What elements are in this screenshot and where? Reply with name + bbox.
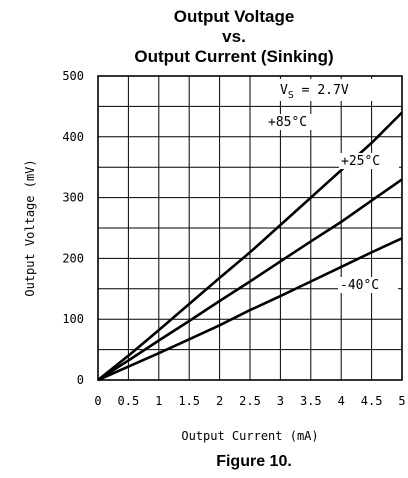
- series-label-0: +85°C: [268, 115, 307, 130]
- series-label-2-background: [338, 277, 398, 293]
- y-tick-label: 100: [62, 312, 84, 326]
- series-label-1-background: [339, 153, 399, 169]
- x-tick-label: 3: [277, 394, 284, 408]
- series-label-0-background: [266, 114, 330, 130]
- chart-title-line-1: Output Voltage: [174, 7, 295, 26]
- series-label-1: +25°C: [341, 154, 380, 169]
- y-tick-label: 500: [62, 69, 84, 83]
- series-line-1: [97, 178, 403, 382]
- x-tick-label: 3.5: [300, 394, 322, 408]
- x-tick-label: 2.5: [239, 394, 261, 408]
- condition-label-background: [278, 79, 374, 101]
- chart-title-line-3: Output Current (Sinking): [134, 47, 333, 66]
- series-label-2: -40°C: [340, 278, 379, 293]
- chart-title-line-2: vs.: [222, 27, 246, 46]
- y-tick-label: 300: [62, 191, 84, 205]
- figure-caption: Figure 10.: [216, 453, 292, 470]
- x-tick-label: 0: [94, 394, 101, 408]
- x-tick-label: 4: [338, 394, 345, 408]
- grid: [98, 76, 402, 380]
- x-tick-label: 0.5: [118, 394, 140, 408]
- y-tick-label: 0: [77, 373, 84, 387]
- x-tick-labels: 0 0.5 1 1.5 2 2.5 3 3.5 4 4.5 5: [94, 394, 405, 408]
- series-line-2: [97, 237, 403, 382]
- plot-frame: [97, 75, 403, 381]
- condition-label: VS = 2.7V: [280, 83, 349, 101]
- x-axis-label: Output Current (mA): [181, 429, 318, 443]
- y-tick-labels: 0 100 200 300 400 500: [62, 69, 84, 387]
- y-tick-label: 400: [62, 130, 84, 144]
- x-tick-label: 4.5: [361, 394, 383, 408]
- x-tick-label: 1: [155, 394, 162, 408]
- x-tick-label: 5: [398, 394, 405, 408]
- y-tick-label: 200: [62, 251, 84, 265]
- x-tick-label: 2: [216, 394, 223, 408]
- x-tick-label: 1.5: [178, 394, 200, 408]
- y-axis-label: Output Voltage (mV): [23, 159, 37, 296]
- annotations: VS = 2.7V +85°C +25°C -40°C: [266, 79, 399, 293]
